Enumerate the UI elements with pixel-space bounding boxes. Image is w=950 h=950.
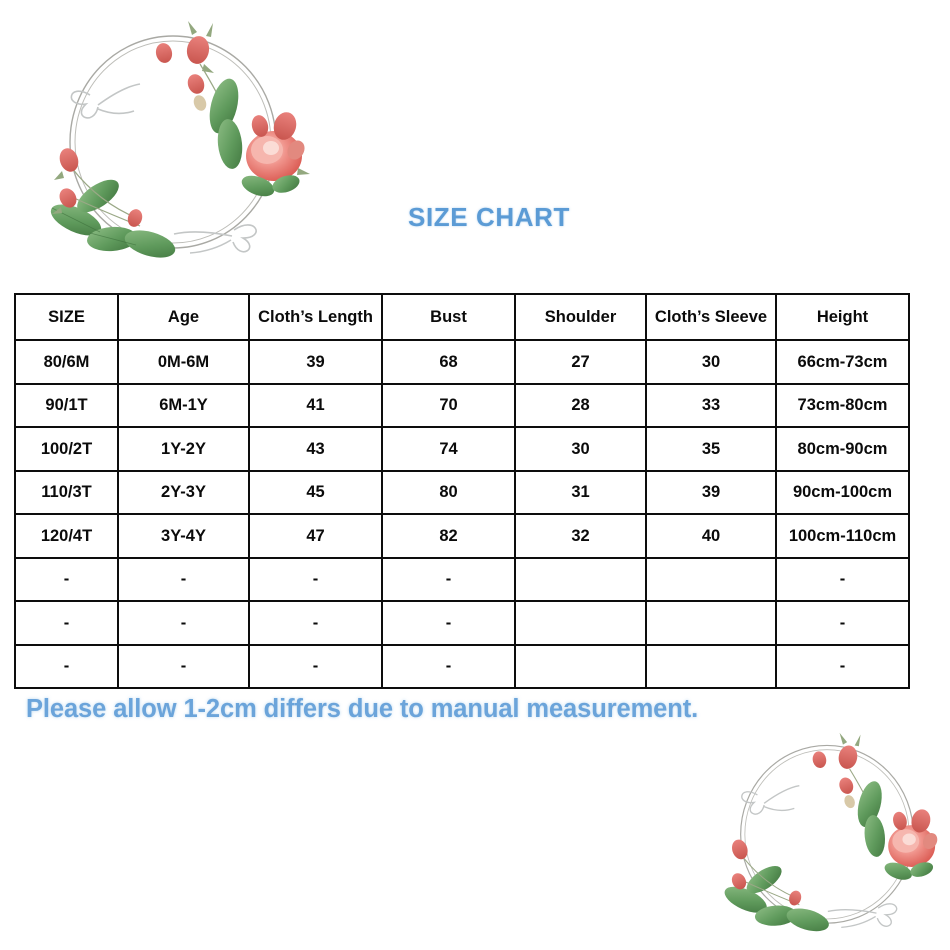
column-header-cloths-length: Cloth’s Length [248, 293, 383, 341]
cell-sleeve [645, 643, 777, 689]
table-row: - - - - - [14, 556, 910, 602]
cell-age: 6M-1Y [117, 382, 250, 428]
cell-size: - [14, 556, 119, 602]
cell-length: 45 [248, 469, 383, 515]
cell-size: 80/6M [14, 339, 119, 385]
table-row: - - - - - [14, 643, 910, 689]
cell-sleeve [645, 556, 777, 602]
cell-bust: 82 [381, 513, 516, 559]
cell-size: - [14, 600, 119, 646]
column-header-height: Height [775, 293, 910, 341]
cell-bust: - [381, 643, 516, 689]
cell-age: 3Y-4Y [117, 513, 250, 559]
column-header-bust: Bust [381, 293, 516, 341]
cell-length: - [248, 556, 383, 602]
cell-sleeve: 35 [645, 426, 777, 472]
cell-bust: 68 [381, 339, 516, 385]
cell-size: 100/2T [14, 426, 119, 472]
cell-length: 47 [248, 513, 383, 559]
cell-age: - [117, 600, 250, 646]
table-row: 120/4T 3Y-4Y 47 82 32 40 100cm-110cm [14, 513, 910, 559]
page-title: SIZE CHART [0, 202, 950, 233]
cell-height: 100cm-110cm [775, 513, 910, 559]
cell-sleeve: 40 [645, 513, 777, 559]
cell-bust: 74 [381, 426, 516, 472]
column-header-size: SIZE [14, 293, 119, 341]
cell-length: 41 [248, 382, 383, 428]
cell-shoulder [514, 556, 647, 602]
cell-shoulder [514, 643, 647, 689]
table-row: 80/6M 0M-6M 39 68 27 30 66cm-73cm [14, 339, 910, 385]
cell-age: 0M-6M [117, 339, 250, 385]
floral-wreath-top-left [28, 8, 318, 280]
cell-height: 66cm-73cm [775, 339, 910, 385]
cell-shoulder: 27 [514, 339, 647, 385]
cell-age: - [117, 643, 250, 689]
cell-size: 120/4T [14, 513, 119, 559]
page-title-text: SIZE CHART [408, 202, 570, 232]
column-header-shoulder: Shoulder [514, 293, 647, 341]
cell-size: 110/3T [14, 469, 119, 515]
table-row: 110/3T 2Y-3Y 45 80 31 39 90cm-100cm [14, 469, 910, 515]
cell-length: - [248, 643, 383, 689]
cell-sleeve: 33 [645, 382, 777, 428]
cell-height: 90cm-100cm [775, 469, 910, 515]
cell-shoulder: 30 [514, 426, 647, 472]
cell-height: 80cm-90cm [775, 426, 910, 472]
size-chart-table: SIZE Age Cloth’s Length Bust Shoulder Cl… [14, 293, 910, 689]
cell-shoulder [514, 600, 647, 646]
table-row: 100/2T 1Y-2Y 43 74 30 35 80cm-90cm [14, 426, 910, 472]
cell-bust: 70 [381, 382, 516, 428]
cell-height: - [775, 643, 910, 689]
cell-height: 73cm-80cm [775, 382, 910, 428]
cell-age: 1Y-2Y [117, 426, 250, 472]
size-chart-table-container: SIZE Age Cloth’s Length Bust Shoulder Cl… [14, 293, 910, 689]
floral-wreath-bottom-right [704, 722, 950, 950]
cell-sleeve [645, 600, 777, 646]
cell-size: - [14, 643, 119, 689]
table-row: - - - - - [14, 600, 910, 646]
cell-length: 39 [248, 339, 383, 385]
cell-bust: - [381, 556, 516, 602]
cell-bust: 80 [381, 469, 516, 515]
cell-length: - [248, 600, 383, 646]
cell-sleeve: 30 [645, 339, 777, 385]
cell-age: - [117, 556, 250, 602]
cell-size: 90/1T [14, 382, 119, 428]
measurement-note: Please allow 1-2cm differs due to manual… [26, 695, 699, 723]
cell-length: 43 [248, 426, 383, 472]
cell-height: - [775, 600, 910, 646]
cell-height: - [775, 556, 910, 602]
cell-sleeve: 39 [645, 469, 777, 515]
cell-bust: - [381, 600, 516, 646]
table-header-row: SIZE Age Cloth’s Length Bust Shoulder Cl… [14, 293, 910, 341]
cell-age: 2Y-3Y [117, 469, 250, 515]
column-header-cloths-sleeve: Cloth’s Sleeve [645, 293, 777, 341]
table-row: 90/1T 6M-1Y 41 70 28 33 73cm-80cm [14, 382, 910, 428]
cell-shoulder: 28 [514, 382, 647, 428]
cell-shoulder: 32 [514, 513, 647, 559]
column-header-age: Age [117, 293, 250, 341]
cell-shoulder: 31 [514, 469, 647, 515]
